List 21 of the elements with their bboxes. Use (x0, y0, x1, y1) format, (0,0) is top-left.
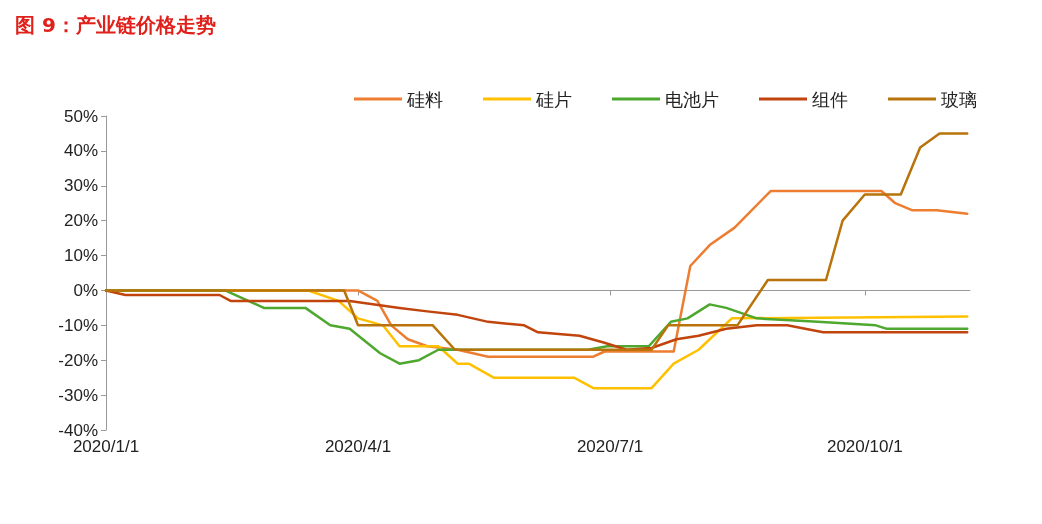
y-tick-label: -20% (58, 350, 98, 370)
line-series (104, 132, 969, 352)
legend-label: 硅片 (535, 88, 572, 110)
chart-title: 图 9：产业链价格走势 (15, 13, 216, 37)
x-tick-label: 2020/10/1 (826, 437, 903, 456)
y-tick-label: 40% (63, 141, 98, 161)
legend-label: 组件 (812, 88, 848, 110)
y-tick-label: 50% (63, 106, 98, 126)
y-tick-label: -10% (58, 315, 98, 335)
y-tick-label: -40% (58, 420, 98, 440)
y-tick-label: 30% (63, 176, 98, 196)
y-tick-label: 0% (73, 280, 98, 300)
y-tick-label: -30% (58, 385, 98, 405)
x-tick-label: 2020/7/1 (576, 437, 644, 456)
y-tick-label: 20% (63, 211, 98, 231)
legend-label: 玻璃 (941, 88, 977, 110)
legend-label: 硅料 (406, 88, 443, 110)
y-tick-label: 10% (63, 246, 98, 266)
legend-label: 电池片 (665, 88, 719, 110)
x-tick-label: 2020/4/1 (324, 437, 392, 456)
x-tick-label: 2020/1/1 (72, 437, 140, 456)
